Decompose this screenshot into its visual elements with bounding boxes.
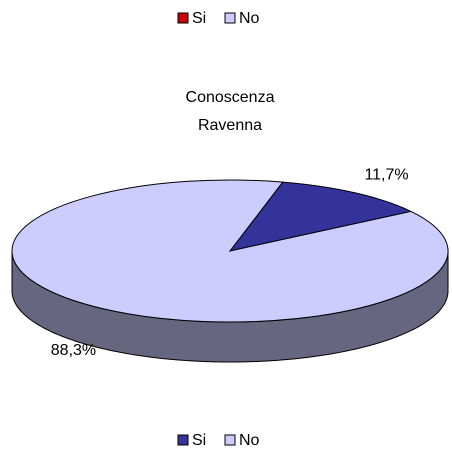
top-legend-swatch <box>224 12 236 24</box>
top-legend-swatch <box>177 12 189 24</box>
data-label: 11,7% <box>364 167 408 184</box>
legend-swatch <box>224 434 236 446</box>
legend-label: Si <box>192 432 206 449</box>
legend-label: No <box>239 432 260 449</box>
chart-title: Conoscenza Ravenna <box>185 89 275 134</box>
slice <box>228 181 413 252</box>
slice <box>11 179 449 323</box>
top-legend-label: No <box>239 10 260 27</box>
top-legend-label: Si <box>192 10 206 27</box>
data-label: 88,3% <box>51 342 96 359</box>
legend-swatch <box>177 434 189 446</box>
